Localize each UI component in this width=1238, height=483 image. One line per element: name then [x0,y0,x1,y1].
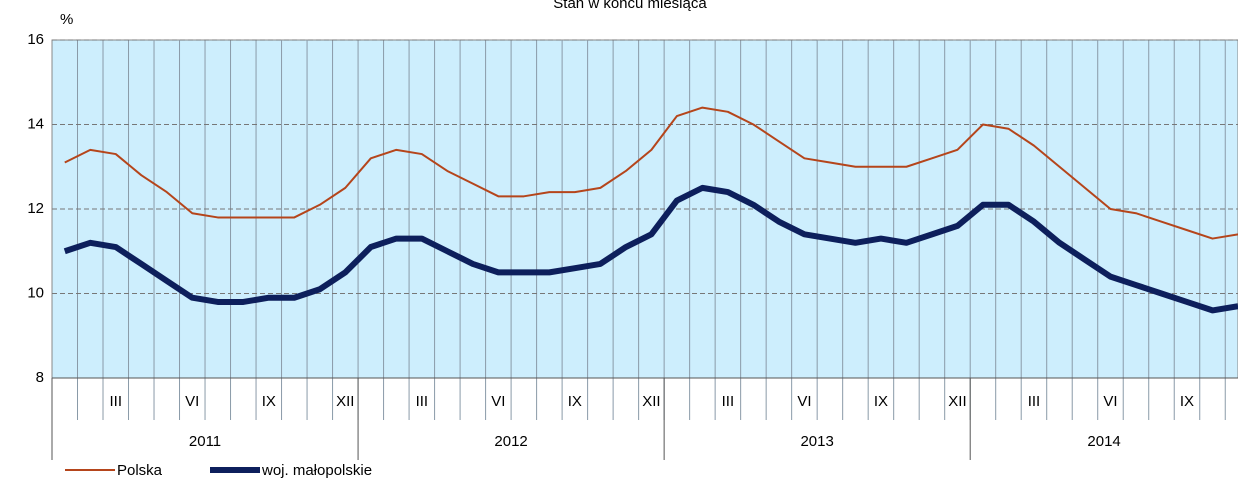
x-tick-label: XII [336,393,354,410]
x-tick-label: VI [797,393,811,410]
legend-label: Polska [117,462,163,479]
x-tick-label: IX [874,393,888,410]
x-tick-label: IX [262,393,276,410]
chart-title: Stan w końcu miesiąca [553,0,707,12]
x-tick-label: IX [568,393,582,410]
x-tick-label: XII [948,393,966,410]
x-tick-label: III [722,393,735,410]
x-tick-label: III [416,393,429,410]
y-tick-label: 14 [27,115,44,132]
x-tick-label: VI [185,393,199,410]
series-line [64,106,1238,240]
year-label: 2012 [494,433,527,450]
series-line [63,184,1238,314]
x-tick-label: VI [1103,393,1117,410]
x-tick-label: XII [642,393,660,410]
year-label: 2011 [189,433,221,450]
x-tick-label: III [1028,393,1041,410]
x-tick-label: IX [1180,393,1194,410]
y-tick-label: 8 [36,369,44,386]
year-label: 2013 [800,433,833,450]
y-tick-label: 12 [27,200,44,217]
y-tick-label: 10 [27,284,44,301]
x-tick-label: III [110,393,123,410]
x-tick-label: VI [491,393,505,410]
year-label: 2014 [1087,433,1120,450]
legend-label: woj. małopolskie [261,462,372,479]
y-tick-label: 16 [27,31,44,48]
y-axis-label: % [60,11,73,28]
